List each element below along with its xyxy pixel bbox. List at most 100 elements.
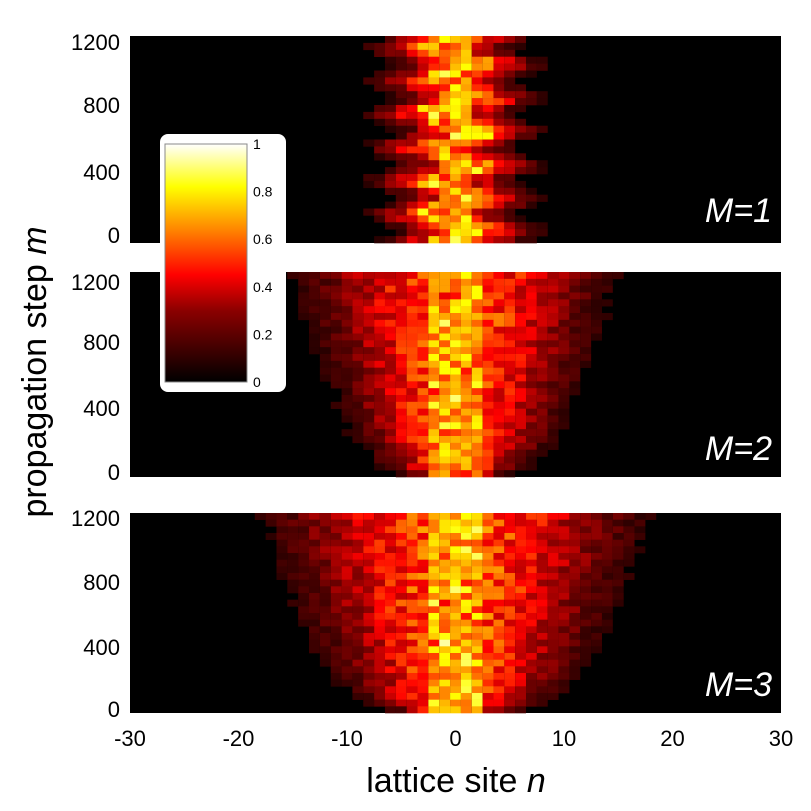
heatmap-cell	[330, 299, 342, 307]
heatmap-cell	[406, 229, 418, 237]
heatmap-cell	[450, 559, 461, 567]
heatmap-cell	[417, 201, 429, 209]
heatmap-cell	[309, 326, 320, 334]
heatmap-cell	[363, 388, 375, 396]
heatmap-cell	[450, 56, 461, 64]
heatmap-cell	[406, 111, 418, 120]
heatmap-cell	[363, 422, 375, 430]
heatmap-cell	[363, 401, 375, 409]
heatmap-cell	[482, 463, 494, 471]
heatmap-cell	[309, 619, 320, 627]
heatmap-cell	[395, 470, 407, 478]
heatmap-cell	[450, 84, 461, 92]
heatmap-cell	[536, 360, 548, 368]
heatmap-cell	[536, 160, 548, 168]
heatmap-cell	[406, 449, 418, 457]
heatmap-cell	[395, 566, 407, 574]
heatmap-cell	[536, 333, 548, 341]
heatmap-cell	[352, 646, 364, 654]
heatmap-cell	[493, 374, 505, 382]
heatmap-cell	[395, 272, 407, 280]
heatmap-cell	[504, 118, 516, 126]
heatmap-cell	[417, 533, 429, 540]
heatmap-cell	[363, 347, 375, 355]
heatmap-cell	[493, 174, 505, 182]
heatmap-cell	[374, 679, 385, 687]
heatmap-cell	[319, 354, 331, 362]
heatmap-cell	[450, 566, 461, 574]
heatmap-cell	[580, 326, 592, 334]
heatmap-cell	[298, 526, 310, 534]
heatmap-cell	[493, 56, 505, 64]
heatmap-cell	[536, 646, 548, 654]
heatmap-cell	[374, 340, 385, 348]
heatmap-cell	[298, 606, 310, 614]
heatmap-cell	[352, 533, 364, 540]
heatmap-cell	[460, 306, 472, 314]
heatmap-cell	[439, 593, 451, 600]
heatmap-cell	[374, 519, 385, 527]
heatmap-cell	[406, 573, 418, 580]
heatmap-cell	[493, 429, 505, 437]
heatmap-cell	[395, 292, 407, 300]
heatmap-cell	[547, 436, 559, 444]
heatmap-cell	[406, 626, 418, 634]
heatmap-cell	[482, 374, 494, 382]
heatmap-cell	[287, 553, 299, 560]
heatmap-cell	[395, 194, 407, 202]
heatmap-cell	[330, 653, 342, 660]
heatmap-cell	[515, 626, 527, 634]
y-tick-label: 1200	[71, 270, 120, 295]
heatmap-cell	[536, 559, 548, 567]
heatmap-cell	[569, 374, 581, 382]
heatmap-cell	[309, 586, 320, 594]
heatmap-cell	[417, 679, 429, 687]
heatmap-cell	[287, 519, 299, 527]
heatmap-cell	[374, 319, 385, 327]
heatmap-cell	[450, 153, 461, 161]
heatmap-cell	[460, 319, 472, 327]
heatmap-cell	[612, 559, 624, 567]
heatmap-cell	[547, 272, 559, 280]
heatmap-cell	[460, 125, 472, 133]
heatmap-cell	[536, 278, 548, 286]
heatmap-cell	[536, 613, 548, 620]
heatmap-cell	[482, 442, 494, 450]
heatmap-cell	[612, 573, 624, 580]
heatmap-cell	[319, 374, 331, 382]
heatmap-cell	[341, 429, 353, 437]
heatmap-cell	[298, 573, 310, 580]
heatmap-cell	[363, 686, 375, 694]
heatmap-cell	[428, 456, 440, 464]
heatmap-cell	[417, 395, 429, 403]
heatmap-cell	[558, 299, 570, 307]
heatmap-cell	[428, 679, 440, 687]
heatmap-cell	[482, 36, 494, 44]
heatmap-cell	[395, 215, 407, 223]
heatmap-cell	[558, 653, 570, 660]
heatmap-cell	[406, 374, 418, 382]
heatmap-cell	[536, 693, 548, 700]
heatmap-cell	[450, 340, 461, 348]
heatmap-cell	[352, 306, 364, 314]
heatmap-cell	[460, 546, 472, 554]
heatmap-cell	[558, 272, 570, 280]
heatmap-cell	[363, 653, 375, 660]
heatmap-cell	[471, 593, 483, 600]
heatmap-cell	[406, 586, 418, 594]
heatmap-cell	[341, 292, 353, 300]
heatmap-cell	[384, 526, 396, 534]
heatmap-cell	[504, 84, 516, 92]
heatmap-cell	[363, 319, 375, 327]
heatmap-cell	[515, 98, 527, 106]
heatmap-cell	[450, 354, 461, 362]
heatmap-cell	[417, 626, 429, 634]
heatmap-cell	[493, 395, 505, 403]
heatmap-cell	[493, 36, 505, 44]
heatmap-cell	[395, 686, 407, 694]
heatmap-cell	[493, 686, 505, 694]
heatmap-cell	[384, 533, 396, 540]
heatmap-cell	[601, 579, 613, 587]
heatmap-cell	[526, 513, 537, 520]
